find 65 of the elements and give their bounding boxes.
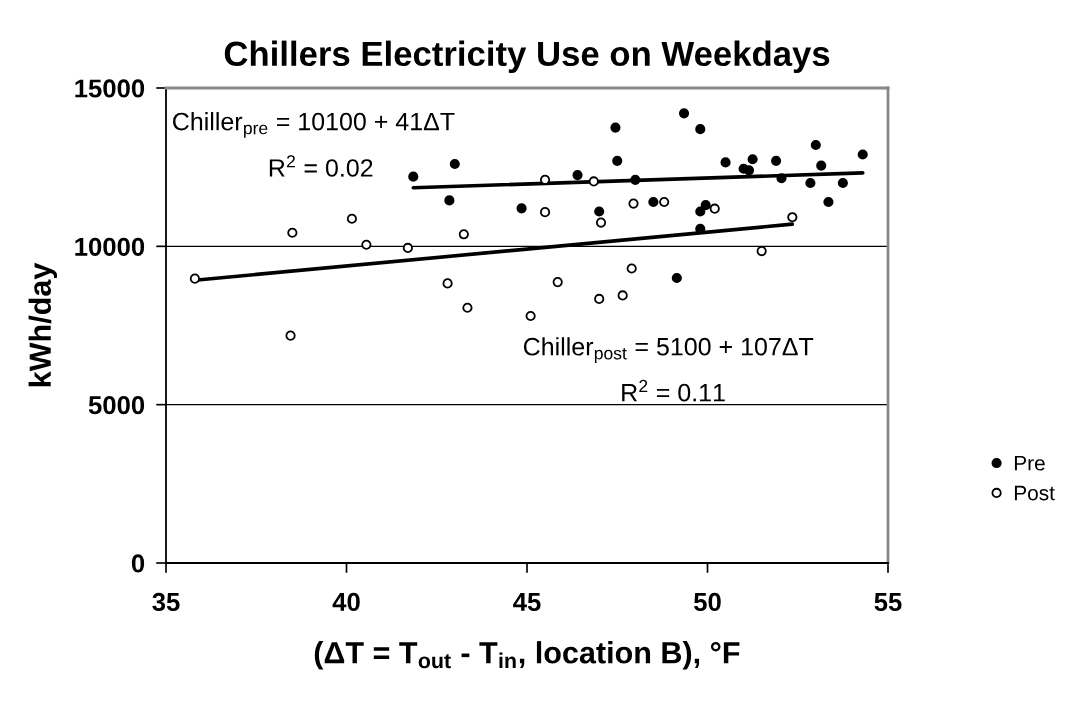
point [444,195,455,206]
point [626,263,637,274]
point [516,203,527,214]
x-tick-label: 45 [513,593,541,612]
point [572,170,583,181]
point [671,272,682,284]
x-tick-label: 50 [694,592,721,612]
point [449,158,460,170]
point [610,122,621,133]
y-tick-label: 0 [131,554,145,573]
x-tick-label: 40 [332,592,360,612]
point [539,207,551,218]
annotation: R$^{2}$ = 0.02 [269,155,373,177]
annotation: Chiller$_{pre}$ = 10100 + 41ΔT [173,112,455,138]
point [628,198,639,209]
point [816,160,827,171]
point [594,206,605,217]
y-tick-label: 5000 [88,396,145,415]
point [630,174,641,185]
point [458,229,469,240]
point [810,139,821,151]
point [700,200,711,211]
point [756,246,767,257]
point [857,149,868,160]
point [588,176,599,187]
point [771,155,782,166]
point [678,108,690,119]
y-axis-title: kWh/day [28,262,58,387]
chart-title: Chillers Electricity Use on Weekdays [224,40,830,73]
point [659,196,670,208]
annotation: Chiller$_{post}$ = 5100 + 107ΔT [523,337,814,363]
point [695,206,706,217]
point [709,203,720,214]
point [462,302,473,313]
point [747,154,758,165]
x-tick-label: 35 [152,592,180,612]
point [695,124,706,135]
y-tick-label: 15000 [75,79,145,98]
point [648,196,659,208]
point [720,157,731,168]
x-tick-label: 55 [874,593,902,612]
point [287,227,298,238]
point [787,212,798,223]
x-axis-title: (ΔT = T$_{out}$ - T$_{in}$, location B), °F [314,641,740,670]
point [189,273,200,284]
point [402,242,413,253]
point [552,277,563,288]
point [346,213,357,224]
point [442,278,453,289]
point [595,217,607,228]
point [837,177,848,189]
point [823,196,834,208]
point [408,171,419,182]
legend-label: Post [1014,485,1055,501]
legend-label: Pre [1014,456,1045,471]
point [361,239,372,250]
point [617,290,628,301]
point [525,310,536,322]
point [594,293,605,304]
point [612,155,623,166]
point [805,177,816,189]
annotation: R$^{2}$ = 0.11 [622,379,725,402]
point [776,173,787,184]
y-tick-label: 10000 [75,237,145,256]
point [285,330,296,341]
